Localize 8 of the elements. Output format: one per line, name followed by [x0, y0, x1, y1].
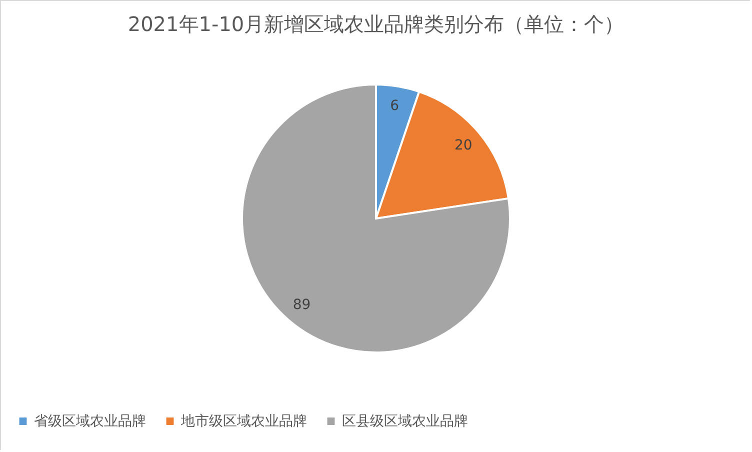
- legend-label: 地市级区域农业品牌: [180, 413, 307, 430]
- chart-title: 2021年1-10月新增区域农业品牌类别分布（单位：个）: [128, 12, 624, 36]
- data-label: 89: [292, 296, 311, 313]
- legend-label: 区县级区域农业品牌: [342, 413, 468, 430]
- data-label: 6: [390, 98, 400, 114]
- pie-slice: [241, 84, 511, 354]
- legend-label: 省级区域农业品牌: [34, 413, 146, 430]
- data-label: 20: [454, 137, 472, 154]
